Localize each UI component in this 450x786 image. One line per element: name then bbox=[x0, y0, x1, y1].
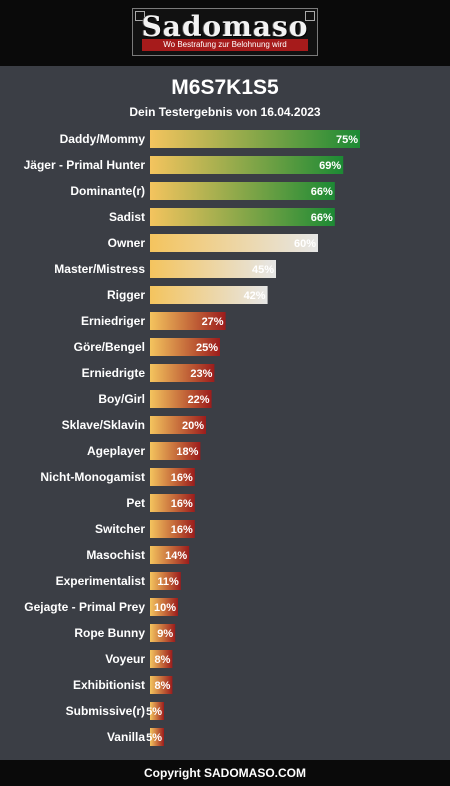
bar-value-label: 18% bbox=[176, 446, 198, 458]
category-label: Jäger - Primal Hunter bbox=[24, 158, 146, 172]
bar-value-label: 45% bbox=[252, 264, 274, 276]
bar bbox=[150, 364, 215, 382]
bar bbox=[150, 182, 335, 200]
bar-value-label: 8% bbox=[154, 680, 170, 692]
bar-value-label: 8% bbox=[154, 654, 170, 666]
page-title: M6S7K1S5 bbox=[171, 76, 279, 99]
category-label: Daddy/Mommy bbox=[60, 132, 146, 146]
category-label: Rigger bbox=[107, 288, 145, 302]
site-logo[interactable]: Sadomaso Wo Bestrafung zur Belohnung wir… bbox=[132, 8, 318, 56]
bar-value-label: 11% bbox=[157, 576, 179, 588]
bar bbox=[150, 520, 195, 538]
bar-value-label: 10% bbox=[154, 602, 176, 614]
logo-corner-ornament bbox=[135, 11, 145, 21]
bar bbox=[150, 416, 206, 434]
bar bbox=[150, 676, 173, 694]
bar-value-label: 69% bbox=[319, 160, 341, 172]
category-label: Submissive(r) bbox=[66, 704, 145, 718]
bar bbox=[150, 546, 190, 564]
bar-value-label: 14% bbox=[165, 550, 187, 562]
bar-value-label: 60% bbox=[294, 238, 316, 250]
bar-value-label: 20% bbox=[182, 420, 204, 432]
bar bbox=[150, 338, 220, 356]
bar-value-label: 25% bbox=[196, 342, 218, 354]
page-footer: Copyright SADOMASO.COM bbox=[0, 760, 450, 786]
logo-corner-ornament bbox=[305, 11, 315, 21]
category-label: Erniedriger bbox=[81, 314, 145, 328]
bar bbox=[150, 234, 318, 252]
category-label: Voyeur bbox=[105, 652, 145, 666]
bar-value-label: 75% bbox=[336, 134, 358, 146]
category-label: Ageplayer bbox=[87, 444, 145, 458]
category-label: Owner bbox=[108, 236, 146, 250]
bar-value-label: 66% bbox=[311, 212, 333, 224]
bar bbox=[150, 260, 276, 278]
category-label: Sadist bbox=[109, 210, 145, 224]
page-subtitle: Dein Testergebnis von 16.04.2023 bbox=[129, 105, 321, 119]
bar-value-label: 16% bbox=[171, 472, 193, 484]
site-header: Sadomaso Wo Bestrafung zur Belohnung wir… bbox=[0, 0, 450, 66]
bar bbox=[150, 312, 226, 330]
category-label: Master/Mistress bbox=[54, 262, 145, 276]
category-label: Switcher bbox=[95, 522, 145, 536]
category-label: Boy/Girl bbox=[98, 392, 145, 406]
category-label: Vanilla bbox=[107, 730, 145, 744]
logo-tagline: Wo Bestrafung zur Belohnung wird bbox=[142, 39, 308, 51]
bar bbox=[150, 702, 164, 720]
bar-value-label: 27% bbox=[202, 316, 224, 328]
category-label: Erniedrigte bbox=[82, 366, 146, 380]
bar bbox=[150, 130, 360, 148]
bar bbox=[150, 208, 335, 226]
logo-title: Sadomaso bbox=[141, 10, 309, 43]
bar-value-label: 5% bbox=[146, 706, 162, 718]
bar-value-label: 42% bbox=[244, 290, 266, 302]
bar-value-label: 5% bbox=[146, 732, 162, 744]
category-label: Rope Bunny bbox=[74, 626, 145, 640]
bar bbox=[150, 598, 178, 616]
bar-value-label: 23% bbox=[190, 368, 212, 380]
bar bbox=[150, 442, 201, 460]
bar bbox=[150, 286, 268, 304]
bar-value-label: 9% bbox=[157, 628, 173, 640]
bar bbox=[150, 728, 164, 746]
bar bbox=[150, 468, 195, 486]
bar bbox=[150, 572, 181, 590]
bar bbox=[150, 494, 195, 512]
category-label: Nicht-Monogamist bbox=[40, 470, 145, 484]
category-label: Gejagte - Primal Prey bbox=[24, 600, 145, 614]
category-label: Dominante(r) bbox=[70, 184, 145, 198]
category-label: Göre/Bengel bbox=[74, 340, 145, 354]
bar bbox=[150, 650, 173, 668]
bar-value-label: 66% bbox=[311, 186, 333, 198]
bar-value-label: 16% bbox=[171, 524, 193, 536]
category-label: Exhibitionist bbox=[73, 678, 145, 692]
category-label: Pet bbox=[126, 496, 145, 510]
category-label: Sklave/Sklavin bbox=[62, 418, 145, 432]
bar bbox=[150, 156, 344, 174]
category-label: Masochist bbox=[86, 548, 145, 562]
bar bbox=[150, 390, 212, 408]
category-label: Experimentalist bbox=[56, 574, 145, 588]
bar-value-label: 16% bbox=[171, 498, 193, 510]
bar-value-label: 22% bbox=[188, 394, 210, 406]
bar bbox=[150, 624, 176, 642]
results-bar-chart: Daddy/Mommy 75% Jäger - Primal Hunter 69% Do… bbox=[24, 130, 360, 746]
